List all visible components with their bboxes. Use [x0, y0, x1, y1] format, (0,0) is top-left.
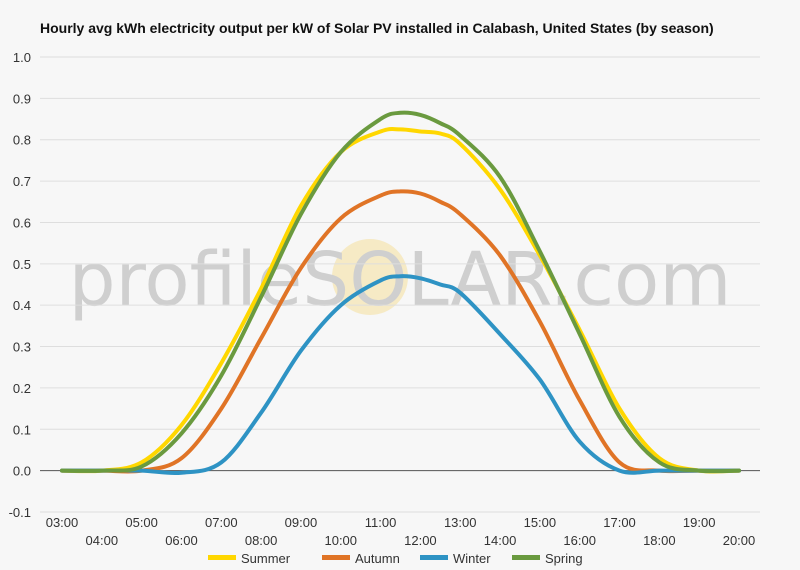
y-tick-label: 0.0 — [13, 464, 31, 479]
y-tick-label: 0.3 — [13, 340, 31, 355]
x-tick-label: 18:00 — [643, 533, 676, 548]
x-tick-label: 10:00 — [324, 533, 357, 548]
legend-swatch — [322, 555, 350, 560]
series-line-summer — [60, 127, 741, 474]
x-tick-label: 12:00 — [404, 533, 437, 548]
watermark-text: profileSOLAR.com — [69, 237, 732, 323]
x-tick-label: 06:00 — [165, 533, 198, 548]
legend-swatch — [420, 555, 448, 560]
x-tick-label: 03:00 — [46, 515, 79, 530]
y-tick-label: 0.1 — [13, 422, 31, 437]
y-tick-label: -0.1 — [9, 505, 31, 520]
x-tick-label: 07:00 — [205, 515, 238, 530]
legend-label: Summer — [241, 551, 291, 566]
x-axis-ticks: 03:00 05:00 07:00 09:00 11:00 13:00 15:00 17:00… — [46, 515, 756, 548]
x-tick-label: 04:00 — [86, 533, 119, 548]
series-line-autumn — [60, 189, 741, 474]
x-tick-label: 11:00 — [365, 515, 397, 530]
y-tick-label: 1.0 — [13, 50, 31, 65]
y-tick-label: 0.9 — [13, 91, 31, 106]
x-tick-label: 15:00 — [524, 515, 557, 530]
legend-label: Spring — [545, 551, 583, 566]
x-tick-label: 13:00 — [444, 515, 477, 530]
y-tick-label: 0.2 — [13, 381, 31, 396]
legend-swatch — [208, 555, 236, 560]
watermark: profileSOLAR.com — [69, 237, 732, 323]
legend: Summer Autumn Winter Spring — [208, 551, 583, 566]
y-tick-label: 0.7 — [13, 174, 31, 189]
y-tick-label: 0.4 — [13, 298, 31, 313]
y-axis-ticks: -0.1 0.0 0.1 0.2 0.3 0.4 0.5 0.6 0.7 0.8 0.9 1.0 — [9, 50, 31, 520]
series-line-spring — [60, 110, 741, 474]
series-lines — [60, 110, 741, 476]
x-tick-label: 17:00 — [603, 515, 636, 530]
series-line-winter — [60, 274, 741, 476]
x-tick-label: 20:00 — [723, 533, 756, 548]
y-tick-label: 0.5 — [13, 257, 31, 272]
legend-swatch — [512, 555, 540, 560]
legend-label: Autumn — [355, 551, 400, 566]
x-tick-label: 19:00 — [683, 515, 716, 530]
y-tick-label: 0.8 — [13, 133, 31, 148]
x-tick-label: 09:00 — [285, 515, 318, 530]
x-tick-label: 08:00 — [245, 533, 278, 548]
legend-label: Winter — [453, 551, 491, 566]
x-tick-label: 05:00 — [125, 515, 158, 530]
y-tick-label: 0.6 — [13, 215, 31, 230]
chart-title: Hourly avg kWh electricity output per kW… — [40, 20, 714, 36]
grid — [40, 56, 760, 513]
x-tick-label: 16:00 — [563, 533, 596, 548]
x-tick-label: 14:00 — [484, 533, 517, 548]
